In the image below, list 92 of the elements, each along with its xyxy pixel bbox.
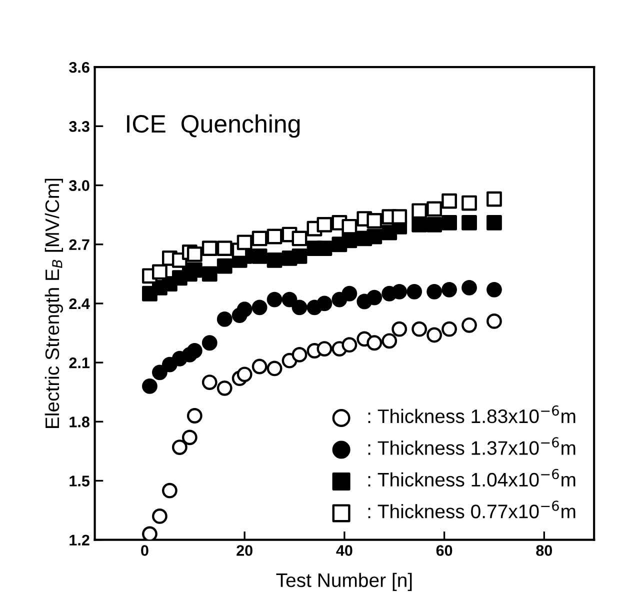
y-tick-label: 2.4 — [69, 298, 90, 310]
y-tick-label: 1.2 — [70, 534, 90, 546]
point — [342, 286, 358, 302]
legend-label: : Thickness 1.04x10$^{−6}$m — [368, 468, 576, 487]
point — [316, 240, 332, 256]
point — [236, 302, 252, 318]
point — [182, 430, 198, 446]
point — [292, 230, 308, 246]
y-tick-label: 3.3 — [69, 121, 90, 132]
y-tick-label: 2.1 — [69, 357, 90, 368]
point — [442, 321, 457, 337]
point — [486, 215, 502, 230]
point — [266, 252, 282, 268]
point — [142, 526, 158, 540]
x-axis-title: Test Number [n] — [276, 572, 412, 591]
point — [426, 216, 442, 232]
point — [202, 374, 218, 390]
y-tick-label: 1.8 — [70, 416, 90, 428]
y-tick-label: 3.6 — [69, 62, 90, 73]
point — [442, 282, 457, 298]
point — [462, 215, 477, 230]
x-tick-label: 80 — [536, 545, 552, 556]
point — [236, 366, 252, 382]
point — [366, 290, 382, 306]
point — [266, 360, 282, 376]
point — [442, 193, 457, 209]
point — [266, 292, 282, 308]
point — [316, 341, 332, 356]
x-tick-label: 0 — [141, 545, 148, 556]
x-tick-label: 20 — [236, 545, 252, 556]
point — [172, 440, 188, 455]
point — [202, 335, 218, 351]
point — [392, 284, 408, 300]
point — [366, 213, 382, 228]
point — [162, 482, 178, 498]
point — [186, 262, 202, 278]
annotation: ICE Quenching — [127, 114, 300, 138]
point — [202, 266, 218, 282]
x-tick-label: 40 — [336, 545, 352, 556]
point — [412, 321, 428, 337]
y-axis-title: Electric Strength E$_{B}$ [MV/Cm] — [44, 178, 63, 428]
y-tick-label: 2.7 — [69, 239, 90, 250]
y-tick-label: 3.0 — [69, 180, 90, 191]
point — [382, 333, 398, 349]
point — [462, 195, 477, 211]
point — [462, 280, 477, 296]
point — [462, 317, 477, 333]
point — [392, 321, 408, 337]
point — [486, 282, 502, 298]
point — [252, 300, 268, 316]
point — [252, 230, 268, 246]
point — [486, 314, 502, 329]
point — [186, 408, 202, 424]
point — [292, 300, 308, 316]
point — [202, 240, 218, 256]
point — [316, 216, 332, 232]
point — [426, 201, 442, 217]
y-tick-label: 1.5 — [70, 476, 90, 486]
point — [366, 228, 382, 244]
point — [252, 248, 268, 264]
point — [392, 209, 408, 224]
legend-label: : Thickness 0.77x10$^{−6}$m — [368, 500, 576, 518]
point — [216, 312, 232, 327]
point — [486, 191, 502, 207]
point — [406, 284, 422, 300]
point — [236, 234, 252, 250]
point — [186, 343, 202, 358]
x-tick-label: 60 — [436, 545, 452, 556]
legend-label: : Thickness 1.37x10$^{−6}$m — [368, 437, 576, 455]
point — [152, 264, 168, 280]
legend-label: : Thickness 1.83x10$^{−6}$m — [368, 405, 576, 424]
point — [412, 203, 428, 219]
point — [442, 215, 457, 230]
point — [252, 358, 268, 374]
point — [142, 378, 158, 394]
point — [366, 335, 382, 351]
point — [342, 218, 358, 234]
point — [152, 364, 168, 380]
point — [216, 380, 232, 396]
point — [316, 296, 332, 312]
point — [412, 216, 428, 232]
point — [292, 248, 308, 264]
point — [186, 246, 202, 262]
point — [216, 240, 232, 256]
point — [426, 284, 442, 300]
point — [342, 337, 358, 353]
point — [292, 346, 308, 362]
point — [266, 228, 282, 244]
point — [426, 327, 442, 343]
point — [216, 258, 232, 274]
point — [282, 292, 298, 308]
point — [152, 508, 168, 524]
